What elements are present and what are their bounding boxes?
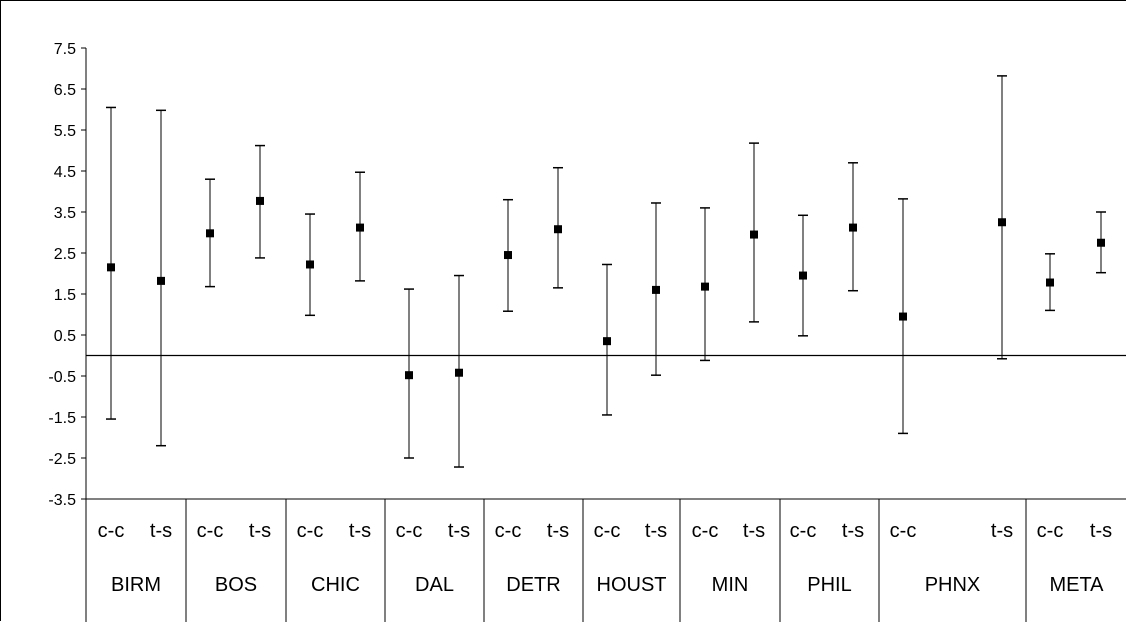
- y-tick-label: -1.5: [48, 410, 76, 427]
- mean-marker: [356, 223, 364, 232]
- mean-marker: [849, 223, 857, 232]
- y-tick-label: 6.5: [54, 82, 76, 99]
- mean-marker: [107, 263, 115, 272]
- series-label: c-c: [692, 520, 719, 542]
- mean-marker: [603, 337, 611, 346]
- y-tick-label: -3.5: [48, 492, 76, 509]
- series-label: c-c: [396, 520, 423, 542]
- series-label: c-c: [495, 520, 522, 542]
- y-tick-label: -2.5: [48, 451, 76, 468]
- series-label: c-c: [790, 520, 817, 542]
- series-label: c-c: [197, 520, 224, 542]
- series-label: t-s: [1090, 520, 1112, 542]
- category-label: HOUST: [597, 574, 667, 596]
- y-tick-label: 5.5: [54, 123, 76, 140]
- y-tick-label: 4.5: [54, 164, 76, 181]
- category-label: PHNX: [925, 574, 981, 596]
- series-label: t-s: [547, 520, 569, 542]
- series-label: t-s: [743, 520, 765, 542]
- mean-marker: [899, 312, 907, 321]
- y-tick-label: 2.5: [54, 246, 76, 263]
- category-label: DETR: [506, 574, 560, 596]
- category-label: BIRM: [111, 574, 161, 596]
- category-label: META: [1049, 574, 1104, 596]
- mean-marker: [750, 230, 758, 239]
- series-label: t-s: [842, 520, 864, 542]
- series-label: c-c: [297, 520, 324, 542]
- y-tick-label: 7.5: [54, 41, 76, 58]
- mean-marker: [405, 371, 413, 380]
- series-label: c-c: [594, 520, 621, 542]
- error-bars: [106, 75, 1106, 468]
- series-label: c-c: [1037, 520, 1064, 542]
- category-label: BOS: [215, 574, 257, 596]
- mean-marker: [256, 196, 264, 205]
- mean-marker: [652, 285, 660, 294]
- mean-marker: [799, 271, 807, 280]
- mean-marker: [1046, 278, 1054, 287]
- series-label: t-s: [645, 520, 667, 542]
- mean-marker: [701, 282, 709, 291]
- y-tick-label: 1.5: [54, 287, 76, 304]
- y-tick-label: 0.5: [54, 328, 76, 345]
- series-label: c-c: [890, 520, 917, 542]
- mean-marker: [157, 276, 165, 285]
- mean-marker: [306, 260, 314, 269]
- mean-marker: [206, 229, 214, 238]
- series-label: t-s: [150, 520, 172, 542]
- y-tick-label: -0.5: [48, 369, 76, 386]
- series-label: t-s: [991, 520, 1013, 542]
- mean-marker: [998, 218, 1006, 227]
- mean-marker: [504, 251, 512, 260]
- series-label: t-s: [249, 520, 271, 542]
- y-axis: 7.5 6.5 5.5 4.5 3.5 2.5 1.5 0.5 -0.5 -1.5 -2.5 -3.5: [48, 41, 87, 509]
- series-label: t-s: [349, 520, 371, 542]
- y-tick-label: 3.5: [54, 205, 76, 222]
- mean-marker: [455, 368, 463, 377]
- mean-marker: [554, 225, 562, 234]
- mean-marker: [1097, 238, 1105, 247]
- category-table: BIRM c-c t-s BOS c-c t-s CHIC c-c t-s DAL c-c t-s DE…: [85, 498, 1126, 622]
- category-label: DAL: [415, 574, 454, 596]
- category-label: PHIL: [807, 574, 851, 596]
- series-label: c-c: [98, 520, 125, 542]
- category-label: MIN: [712, 574, 749, 596]
- series-label: t-s: [448, 520, 470, 542]
- category-label: CHIC: [311, 574, 360, 596]
